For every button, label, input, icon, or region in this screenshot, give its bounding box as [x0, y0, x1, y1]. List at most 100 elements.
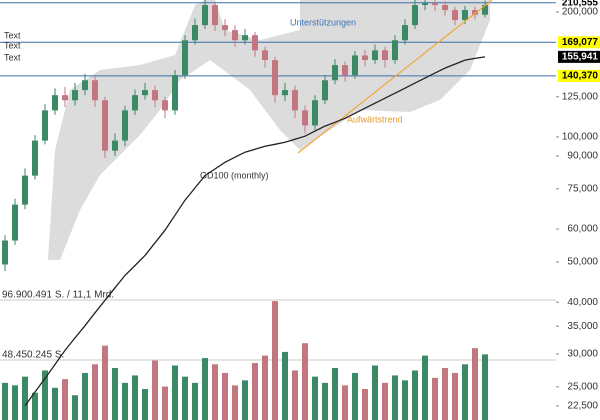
candle-body: [402, 25, 408, 41]
zone-gap: [215, 0, 300, 40]
candle-body: [132, 95, 138, 111]
volume-bar: [182, 376, 188, 420]
candle-body: [102, 100, 108, 151]
volume-bar: [312, 376, 318, 420]
y-tick-label: 40,000: [567, 297, 598, 308]
candle-body: [202, 5, 208, 26]
level-label-bg: [558, 0, 600, 9]
level-label: 169,077: [562, 37, 599, 48]
volume-bar: [452, 372, 458, 420]
annotation: Aufwärtstrend: [347, 114, 403, 124]
candle-body: [342, 65, 348, 76]
support-zone: [48, 0, 490, 260]
label-layer: 96.900.491 S. / 11,1 Mrd. 48.450.245 S. 21…: [2, 0, 600, 411]
volume-bar: [142, 389, 148, 420]
candle-body: [392, 40, 398, 61]
candle-body: [452, 10, 458, 21]
y-tick-label: 22,500: [567, 400, 598, 411]
candle-body: [222, 25, 228, 31]
volume-bar: [192, 382, 198, 420]
volume-tick-label: 48.450.245 S.: [2, 350, 64, 361]
side-label: Text: [4, 40, 21, 50]
y-tick-label: 200,000: [562, 7, 599, 18]
candle-body: [42, 110, 48, 141]
y-tick-label: 125,000: [562, 91, 599, 102]
candle-body: [52, 95, 58, 111]
volume-bar: [362, 389, 368, 420]
volume-bar: [172, 365, 178, 420]
volume-bar: [412, 370, 418, 420]
volume-tick-label: 96.900.491 S. / 11,1 Mrd.: [2, 290, 114, 301]
volume-bar: [342, 385, 348, 420]
level-label-bg: [558, 69, 600, 82]
volume-bar: [102, 345, 108, 420]
gd100-label: GD100 (monthly): [200, 170, 269, 180]
level-label: 155,941: [562, 52, 599, 63]
candle-body: [282, 90, 288, 96]
volume-bar: [302, 343, 308, 420]
candle-body: [162, 100, 168, 111]
volume-bar: [482, 354, 488, 420]
volume-bar: [22, 376, 28, 420]
volume-bar: [262, 355, 268, 420]
volume-bar: [432, 377, 438, 420]
volume-bar: [32, 392, 38, 420]
volume-bar: [272, 301, 278, 420]
volume-bar: [92, 364, 98, 420]
y-tick-label: 75,000: [567, 183, 598, 194]
y-tick-label: 60,000: [567, 224, 598, 235]
candle-body: [262, 50, 268, 61]
gd100-line: [24, 56, 486, 407]
candle-body: [92, 80, 98, 101]
volume-bar: [132, 375, 138, 420]
candle-body: [472, 10, 478, 15]
candle-body: [172, 75, 178, 111]
volume-bar: [242, 380, 248, 420]
candle-body: [322, 80, 328, 101]
candle-body: [72, 90, 78, 101]
candle-body: [312, 100, 318, 126]
y-tick-label: 35,000: [567, 321, 598, 332]
annotation: Unterstützungen: [290, 17, 356, 27]
volume-bar: [122, 382, 128, 420]
volume-bar: [232, 385, 238, 420]
volume-bar: [392, 375, 398, 420]
volume-bar: [152, 360, 158, 420]
volume-bar: [292, 370, 298, 420]
volume-bar: [202, 358, 208, 420]
volume-bar: [372, 365, 378, 420]
level-label: 210,555: [562, 0, 599, 8]
side-label: Text: [4, 30, 21, 40]
volume-bar: [222, 372, 228, 420]
candle-body: [22, 175, 28, 205]
candle-body: [82, 80, 88, 91]
candle-body: [292, 90, 298, 111]
side-label: Text: [4, 52, 21, 62]
candle-body: [12, 204, 18, 241]
candle-body: [152, 90, 158, 101]
trend-line: [297, 0, 493, 154]
volume-bar: [442, 367, 448, 420]
volume-bar: [352, 372, 358, 420]
candle-body: [32, 140, 38, 176]
volume-bar: [332, 367, 338, 420]
volume-layer: [0, 299, 556, 420]
volume-bar: [2, 382, 8, 420]
candle-body: [192, 25, 198, 41]
volume-bar: [82, 372, 88, 420]
candle-body: [332, 65, 338, 81]
level-label: 140,370: [562, 70, 599, 81]
candle-body: [252, 35, 258, 51]
volume-bar: [212, 364, 218, 420]
volume-bar: [282, 351, 288, 420]
volume-bar: [42, 370, 48, 420]
candle-body: [482, 5, 488, 15]
candle-body: [142, 90, 148, 96]
candle-body: [242, 35, 248, 41]
candle-body: [272, 60, 278, 96]
candle-body: [362, 55, 368, 61]
candle-body: [212, 5, 218, 26]
y-tick-label: 30,000: [567, 349, 598, 360]
candle-body: [302, 110, 308, 126]
y-tick-label: 50,000: [567, 257, 598, 268]
